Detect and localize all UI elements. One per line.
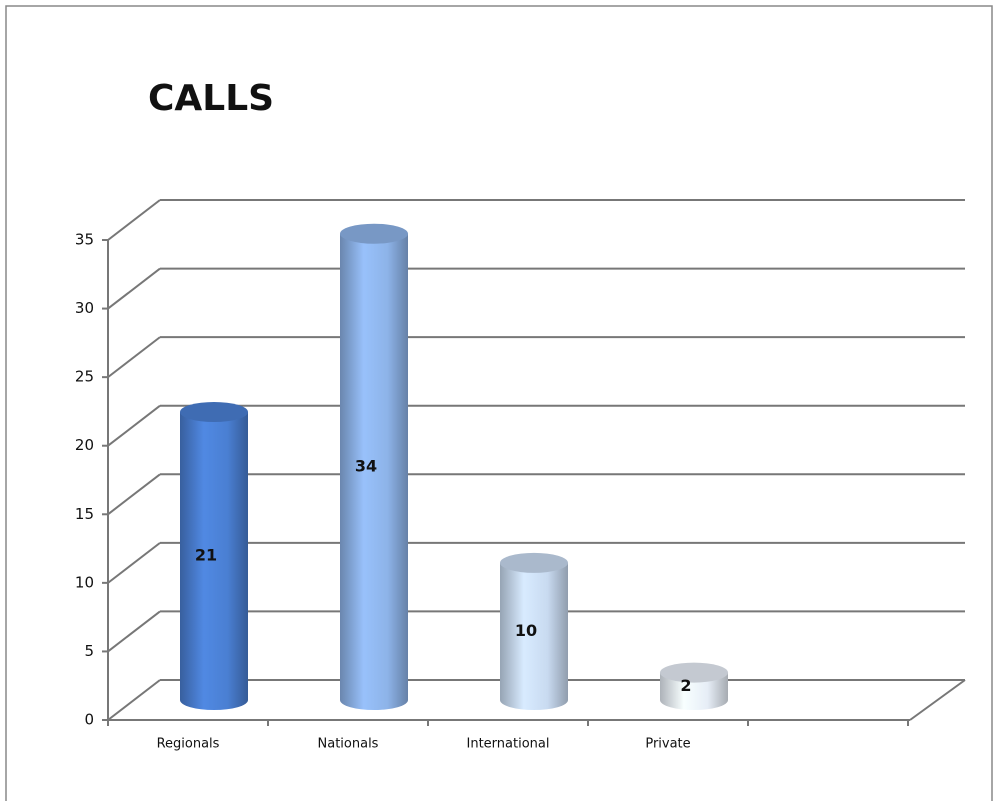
grid-line-side: [107, 542, 161, 584]
y-tick-label: 25: [75, 368, 94, 386]
bar-top: [340, 223, 408, 244]
chart-frame: [5, 5, 993, 801]
bar: [660, 672, 728, 710]
bar: [500, 562, 568, 710]
y-tick-label: 20: [75, 436, 94, 454]
y-tick-label: 15: [75, 505, 94, 523]
grid-line-side: [107, 267, 161, 310]
value-label: 2: [680, 676, 691, 695]
y-tick-label: 35: [75, 231, 94, 249]
chart-title: CALLS: [148, 78, 274, 119]
value-label: 34: [355, 456, 377, 475]
grid-line-side: [107, 679, 161, 721]
value-label: 21: [195, 546, 217, 565]
x-tick-label: Regionals: [157, 737, 220, 752]
y-tick-label: 0: [84, 711, 94, 729]
x-tick-label: Private: [645, 737, 690, 752]
grid-line-side: [107, 336, 161, 378]
bar: [340, 233, 408, 710]
grid-line-side: [107, 473, 161, 516]
x-tick-label: Nationals: [318, 737, 379, 752]
y-tick-label: 10: [75, 573, 94, 591]
bar-top: [500, 552, 568, 573]
grid-line-side: [107, 404, 161, 447]
y-tick-label: 5: [84, 642, 94, 660]
grid-line-side: [107, 610, 161, 653]
value-label: 10: [515, 621, 537, 640]
floor-edge: [909, 679, 966, 721]
grid-line-side: [107, 199, 161, 241]
bar: [180, 412, 248, 710]
bar-top: [660, 662, 728, 683]
x-tick-label: International: [467, 737, 550, 752]
y-tick-label: 30: [75, 299, 94, 317]
bar-top: [180, 402, 248, 422]
